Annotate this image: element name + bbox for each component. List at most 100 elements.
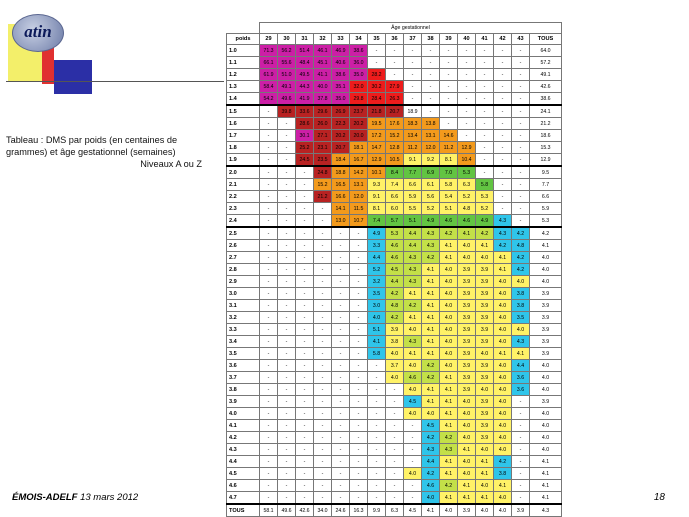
row-label: 3.0 bbox=[226, 287, 260, 300]
table-cell: 26.9 bbox=[331, 104, 350, 118]
table-cell: - bbox=[493, 153, 512, 167]
table-cell: 24.5 bbox=[295, 153, 314, 167]
table-cell: 56.2 bbox=[277, 44, 296, 57]
table-cell: 12.9 bbox=[529, 153, 562, 167]
row-label: TOUS bbox=[226, 503, 260, 517]
table-cell: - bbox=[421, 68, 440, 81]
table-cell: - bbox=[331, 299, 350, 312]
table-cell: - bbox=[457, 56, 476, 69]
table-cell: - bbox=[475, 165, 494, 179]
table-cell: 4.1 bbox=[421, 395, 440, 408]
table-cell: 3.9 bbox=[475, 263, 494, 276]
table-cell: - bbox=[457, 117, 476, 130]
table-cell: 42.6 bbox=[529, 80, 562, 93]
table-cell: 5.2 bbox=[475, 202, 494, 215]
table-cell: 4.0 bbox=[529, 359, 562, 372]
table-cell: 4.2 bbox=[439, 479, 458, 492]
table-cell: - bbox=[511, 395, 530, 408]
table-cell: - bbox=[331, 455, 350, 468]
table-cell: - bbox=[349, 359, 368, 372]
table-row: 3.3- - - - - -5.1 3.9 4.0 4.1 4.0 3.9 3.9 4.0 4.0 3.9 bbox=[226, 323, 562, 336]
table-cell: 4.1 bbox=[367, 335, 386, 348]
table-cell: - bbox=[331, 323, 350, 336]
table-cell: - bbox=[457, 92, 476, 106]
table-cell: - bbox=[277, 347, 296, 360]
table-cell: - bbox=[313, 311, 332, 324]
table-cell: 7.7 bbox=[529, 178, 562, 191]
group-header: Âge gestationnel bbox=[259, 22, 562, 34]
table-cell: - bbox=[493, 56, 512, 69]
table-cell: - bbox=[511, 491, 530, 505]
table-cell: 23.7 bbox=[349, 104, 368, 118]
table-cell: 4.0 bbox=[493, 419, 512, 432]
table-cell: 18.9 bbox=[403, 104, 422, 118]
table-cell: 3.9 bbox=[529, 335, 562, 348]
table-cell: 4.2 bbox=[385, 311, 404, 324]
table-cell: 5.7 bbox=[385, 214, 404, 228]
table-cell: - bbox=[367, 419, 386, 432]
table-cell: - bbox=[367, 431, 386, 444]
row-label: 2.1 bbox=[226, 178, 260, 191]
table-cell: 4.2 bbox=[403, 299, 422, 312]
table-cell: 3.9 bbox=[457, 299, 476, 312]
row-label: 1.6 bbox=[226, 117, 260, 130]
table-cell: - bbox=[313, 491, 332, 505]
table-cell: 4.0 bbox=[493, 287, 512, 300]
table-cell: 24.1 bbox=[529, 104, 562, 118]
table-cell: - bbox=[259, 129, 278, 142]
table-cell: 4.0 bbox=[511, 275, 530, 288]
table-cell: 32.0 bbox=[349, 80, 368, 93]
table-row: 1.2 61.9 51.0 49.5 41.1 38.6 35.0 28.2- - - - - - - -4… bbox=[226, 68, 562, 81]
row-header: poids bbox=[226, 33, 260, 45]
table-cell: 22.3 bbox=[331, 117, 350, 130]
table-cell: 3.9 bbox=[457, 263, 476, 276]
table-cell: 4.2 bbox=[511, 226, 530, 240]
table-row: 3.6- - - - - - -3.7 4.0 4.2 4.0 3.9 3.9 4.0 4.4 4.0 bbox=[226, 359, 562, 372]
table-cell: - bbox=[493, 104, 512, 118]
table-cell: - bbox=[385, 44, 404, 57]
table-row: 2.4- - - -13.0 10.7 7.4 5.7 5.1 4.9 4.6 4.6 4.9 4.3-… bbox=[226, 214, 562, 228]
row-label: 1.8 bbox=[226, 141, 260, 154]
table-cell: 3.6 bbox=[511, 383, 530, 396]
table-cell: 4.0 bbox=[439, 275, 458, 288]
table-cell: 5.8 bbox=[475, 178, 494, 191]
table-cell: - bbox=[295, 178, 314, 191]
table-row: 4.5- - - - - - - -4.0 4.2 4.1 4.0 4.1 3.8-4.1 bbox=[226, 467, 562, 480]
table-cell: - bbox=[277, 239, 296, 252]
table-cell: - bbox=[295, 479, 314, 492]
table-cell: - bbox=[421, 44, 440, 57]
table-cell: - bbox=[331, 251, 350, 264]
table-cell: - bbox=[259, 467, 278, 480]
table-row: 3.5- - - - - -5.8 4.0 4.1 4.1 4.0 3.9 4.0 4.1 4.1 3.9 bbox=[226, 347, 562, 360]
table-cell: - bbox=[493, 80, 512, 93]
table-cell: 4.0 bbox=[475, 479, 494, 492]
column-header: 42 bbox=[493, 33, 512, 45]
table-cell: 66.1 bbox=[259, 56, 278, 69]
table-cell: 5.1 bbox=[403, 214, 422, 228]
table-cell: 13.1 bbox=[421, 129, 440, 142]
table-cell: 3.9 bbox=[529, 287, 562, 300]
table-cell: - bbox=[259, 383, 278, 396]
table-cell: 21.2 bbox=[529, 117, 562, 130]
table-cell: 6.1 bbox=[421, 178, 440, 191]
table-cell: 20.2 bbox=[331, 129, 350, 142]
table-cell: 15.2 bbox=[313, 178, 332, 191]
table-cell: 35.0 bbox=[331, 92, 350, 106]
table-cell: - bbox=[367, 395, 386, 408]
table-cell: - bbox=[421, 104, 440, 118]
table-cell: - bbox=[349, 467, 368, 480]
table-cell: - bbox=[313, 299, 332, 312]
table-cell: 12.0 bbox=[421, 141, 440, 154]
table-cell: - bbox=[277, 202, 296, 215]
table-cell: - bbox=[313, 214, 332, 228]
table-cell: - bbox=[313, 335, 332, 348]
table-cell: 58.4 bbox=[259, 80, 278, 93]
table-cell: 4.1 bbox=[511, 347, 530, 360]
table-cell: - bbox=[277, 311, 296, 324]
table-cell: 4.2 bbox=[493, 455, 512, 468]
table-cell: 20.7 bbox=[385, 104, 404, 118]
table-cell: 4.1 bbox=[421, 275, 440, 288]
table-cell: - bbox=[439, 92, 458, 106]
table-cell: 3.0 bbox=[367, 299, 386, 312]
table-cell: - bbox=[259, 202, 278, 215]
